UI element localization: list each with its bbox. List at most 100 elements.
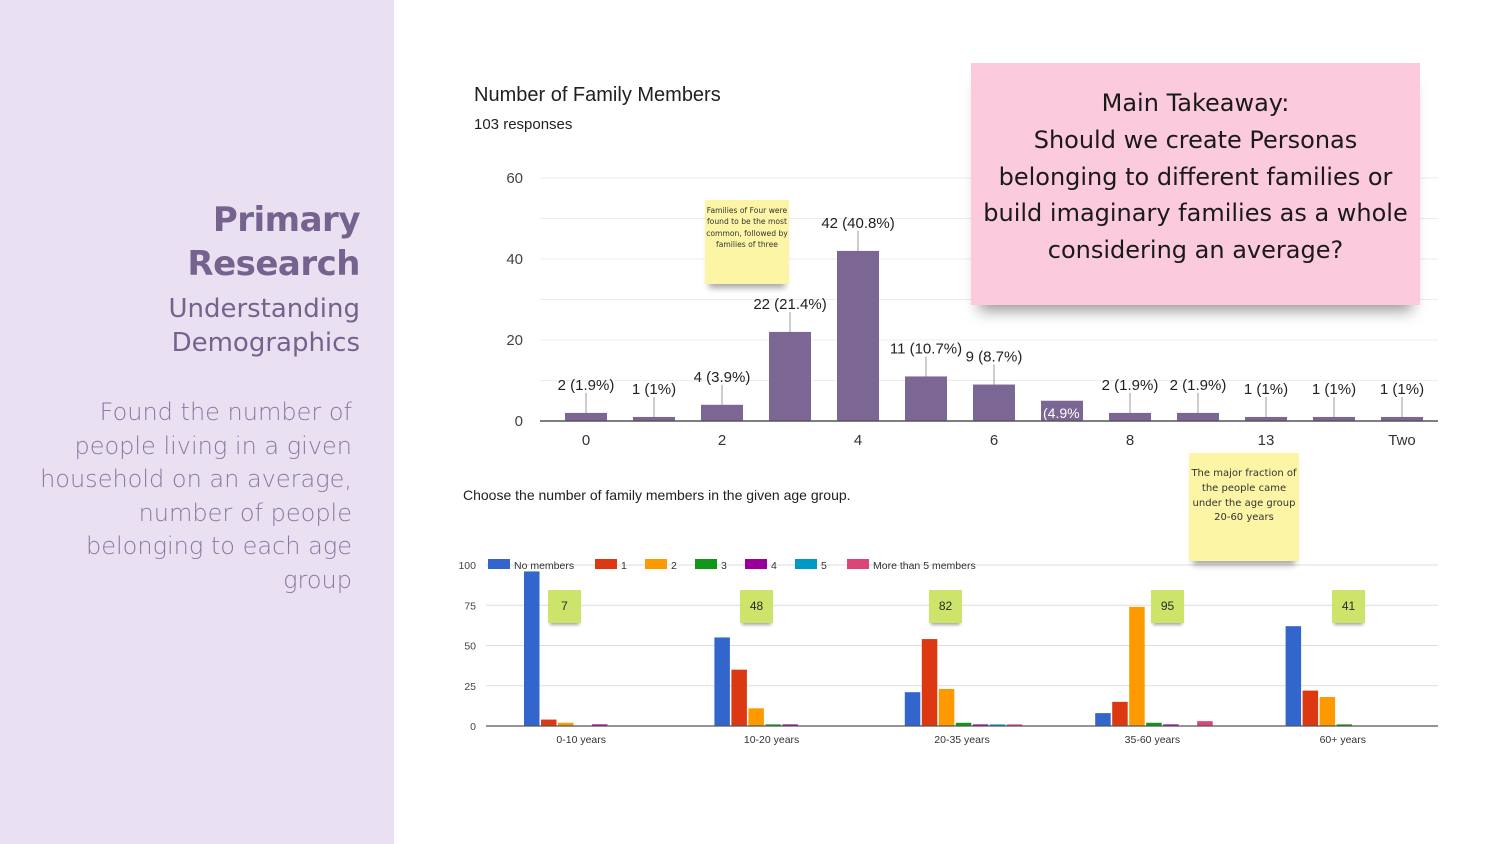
y-tick-label: 100 [458, 560, 476, 572]
bar [1129, 606, 1145, 726]
family-members-chart: 0 20 40 60 2 (1.9%) 0 1 (1%) 4 (3.9%) 2 22 (21.4%… [506, 170, 1438, 449]
bar [524, 571, 540, 726]
data-label: 11 (10.7%) [890, 340, 962, 357]
bar [1095, 713, 1111, 726]
bar [1112, 701, 1128, 726]
bar [565, 412, 607, 421]
bar [1319, 697, 1336, 726]
bar [905, 376, 947, 421]
x-tick-label: 6 [990, 432, 998, 449]
y-tick-label: 60 [506, 170, 523, 187]
bar [701, 404, 743, 421]
bar [1146, 722, 1162, 726]
data-label: 2 (1.9%) [1102, 377, 1159, 394]
data-label: (4.9% [1043, 405, 1080, 421]
description-text: Found the number of people living in a g… [40, 398, 352, 594]
x-tick-label: 8 [1126, 432, 1134, 449]
legend-swatch [795, 559, 817, 569]
legend-swatch [488, 559, 510, 569]
bar [765, 724, 781, 726]
legend-label: No members [514, 560, 574, 572]
legend-label: More than 5 members [873, 560, 976, 572]
bar [1006, 724, 1023, 726]
bar [592, 724, 608, 726]
legend-label: 1 [621, 560, 627, 572]
bar [1109, 412, 1151, 421]
bar [989, 724, 1006, 726]
bar [1197, 721, 1213, 726]
title-line-1: Primary [212, 200, 361, 240]
y-tick-label: 40 [506, 251, 523, 268]
bar [633, 416, 675, 421]
sticky-note-families: Families of Four were found to be the mo… [705, 200, 789, 284]
y-tick-label: 50 [464, 641, 476, 653]
chart1-title: Number of Family Members [474, 84, 721, 106]
subtitle-line-2: Demographics [171, 328, 360, 358]
data-label: 9 (8.7%) [966, 349, 1023, 366]
x-tick-label: 20-35 years [934, 734, 989, 746]
bar [1177, 412, 1219, 421]
bar [769, 331, 811, 421]
bar [731, 669, 747, 726]
annotation-badge: 41 [1332, 590, 1365, 623]
x-tick-label: 13 [1258, 432, 1275, 449]
legend-swatch [847, 559, 869, 569]
annotation-badge: 95 [1151, 590, 1184, 623]
legend-swatch [645, 559, 667, 569]
legend-swatch [595, 559, 617, 569]
legend-label: 5 [821, 560, 827, 572]
sticky-note-age-group: The major fraction of the people came un… [1189, 453, 1299, 561]
chart1-response-count: 103 responses [474, 116, 573, 133]
bar [782, 724, 798, 726]
bar [955, 722, 972, 726]
x-tick-label: 35-60 years [1125, 734, 1180, 746]
bar [972, 724, 989, 726]
subtitle-line-1: Understanding [168, 294, 360, 324]
bar [1245, 416, 1287, 421]
bar [1041, 400, 1083, 421]
x-tick-label: 4 [854, 432, 862, 449]
legend-label: 3 [721, 560, 727, 572]
age-group-chart: 0 25 50 75 100 No members 1 2 3 4 5 More than 5 mem… [458, 559, 1438, 746]
data-label: 42 (40.8%) [821, 215, 894, 232]
x-tick-label: 0-10 years [556, 734, 606, 746]
annotation-badge: 7 [548, 590, 581, 623]
bar [748, 708, 764, 726]
page-subtitle: Understanding Demographics [168, 292, 360, 360]
x-tick-label: Two [1388, 432, 1416, 449]
y-tick-label: 25 [464, 681, 476, 693]
data-label: 1 (1%) [1312, 381, 1356, 398]
annotation-badge: 48 [740, 590, 773, 623]
page-title: Primary Research [187, 198, 360, 286]
sidebar-panel: Primary Research Understanding Demograph… [0, 0, 394, 844]
y-tick-label: 20 [506, 332, 523, 349]
x-tick-label: 0 [582, 432, 590, 449]
legend-label: 2 [671, 560, 677, 572]
annotation-badge: 82 [929, 590, 962, 623]
legend-swatch [695, 559, 717, 569]
bar [904, 692, 921, 726]
bar [541, 719, 557, 726]
title-line-2: Research [187, 244, 360, 284]
bar [938, 688, 955, 726]
bar [1313, 416, 1355, 421]
bar [1381, 416, 1423, 421]
bar [1302, 690, 1319, 726]
data-label: 1 (1%) [1244, 381, 1288, 398]
y-tick-label: 0 [470, 721, 476, 733]
data-label: 22 (21.4%) [753, 296, 826, 313]
legend-label: 4 [771, 560, 777, 572]
bar [1336, 724, 1353, 726]
bar [714, 637, 730, 726]
bar [1163, 724, 1179, 726]
bar [921, 639, 938, 726]
data-label: 1 (1%) [632, 381, 676, 398]
bar [1285, 626, 1302, 726]
data-label: 4 (3.9%) [694, 369, 751, 386]
data-label: 2 (1.9%) [1170, 377, 1227, 394]
data-label: 2 (1.9%) [558, 377, 615, 394]
bar [973, 384, 1015, 421]
x-tick-label: 10-20 years [744, 734, 799, 746]
legend-swatch [745, 559, 767, 569]
takeaway-note: Main Takeaway: Should we create Personas… [971, 63, 1420, 305]
